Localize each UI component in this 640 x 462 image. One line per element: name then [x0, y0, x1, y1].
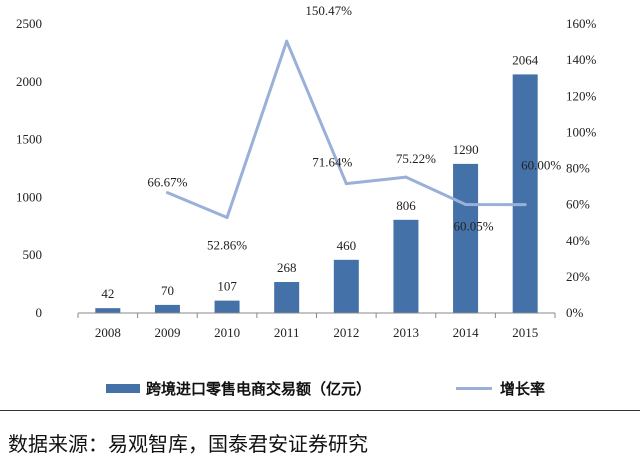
x-tick-label: 2013 — [393, 325, 419, 340]
legend-line-swatch — [456, 386, 492, 390]
y-left-tick-label: 0 — [36, 305, 43, 320]
growth-value-label: 66.67% — [147, 175, 187, 190]
bar — [274, 282, 300, 313]
y-left-tick-label: 500 — [23, 247, 43, 262]
x-tick-label: 2009 — [154, 325, 180, 340]
chart-area: 42 70 107 268 460 806 1290 2064 66.67% 52.86% 150.… — [16, 3, 597, 340]
growth-value-label: 150.47% — [305, 3, 352, 18]
growth-point — [225, 216, 229, 220]
y-right-tick-label: 60% — [566, 197, 590, 212]
growth-point — [285, 39, 289, 43]
bar — [214, 300, 240, 313]
bar-value-label: 806 — [396, 198, 416, 213]
y-right-tick-label: 100% — [566, 124, 597, 139]
bar — [95, 308, 121, 313]
y-left-tick-label: 2500 — [16, 16, 42, 31]
bar-value-label: 2064 — [512, 52, 539, 67]
y-right-tick-label: 40% — [566, 233, 590, 248]
growth-point — [344, 182, 348, 186]
y-left-tick-label: 2000 — [16, 74, 42, 89]
x-tick-label: 2015 — [512, 325, 538, 340]
y-right-tick-label: 160% — [566, 16, 597, 31]
bar-value-label: 107 — [217, 279, 237, 294]
growth-value-label: 60.05% — [454, 219, 494, 234]
bar — [393, 219, 419, 313]
source-note: 数据来源：易观智库，国泰君安证券研究 — [8, 432, 368, 456]
bar-value-label: 268 — [277, 260, 297, 275]
growth-point — [165, 191, 169, 195]
legend-bar-swatch — [106, 383, 140, 393]
x-tick-label: 2012 — [333, 325, 359, 340]
y-right-tick-label: 140% — [566, 52, 597, 67]
bar — [333, 259, 359, 313]
source-divider — [0, 410, 640, 411]
growth-value-label: 71.64% — [312, 155, 352, 170]
growth-point — [523, 203, 527, 207]
bar-value-label: 1290 — [453, 142, 479, 157]
x-tick-label: 2008 — [95, 325, 121, 340]
chart-legend: 跨境进口零售电商交易额（亿元） 增长率 — [0, 376, 640, 400]
y-right-tick-label: 120% — [566, 88, 597, 103]
bar-value-label: 70 — [161, 283, 174, 298]
y-right-tick-label: 20% — [566, 269, 590, 284]
legend-line-label: 增长率 — [500, 379, 546, 398]
y-left-tick-label: 1500 — [16, 132, 42, 147]
growth-value-label: 75.22% — [396, 151, 436, 166]
y-right-tick-label: 0% — [566, 305, 584, 320]
legend-item-line: 增长率 — [456, 376, 545, 400]
bar-value-label: 460 — [337, 238, 357, 253]
x-tick-label: 2011 — [274, 325, 300, 340]
bar-value-label: 42 — [101, 286, 114, 301]
growth-point — [464, 203, 468, 207]
growth-value-label: 60.00% — [521, 158, 561, 173]
growth-value-label: 52.86% — [207, 238, 247, 253]
bar — [154, 304, 180, 313]
bar — [512, 74, 538, 313]
bar — [453, 163, 479, 313]
y-right-tick-label: 80% — [566, 161, 590, 176]
x-tick-label: 2010 — [214, 325, 240, 340]
x-tick-label: 2014 — [453, 325, 480, 340]
combo-chart: 42 70 107 268 460 806 1290 2064 66.67% 52.86% 150.… — [16, 3, 597, 340]
y-left-tick-label: 1000 — [16, 189, 42, 204]
legend-bar-label: 跨境进口零售电商交易额（亿元） — [146, 379, 372, 398]
legend-item-bar: 跨境进口零售电商交易额（亿元） — [106, 376, 371, 400]
growth-point — [404, 175, 408, 179]
